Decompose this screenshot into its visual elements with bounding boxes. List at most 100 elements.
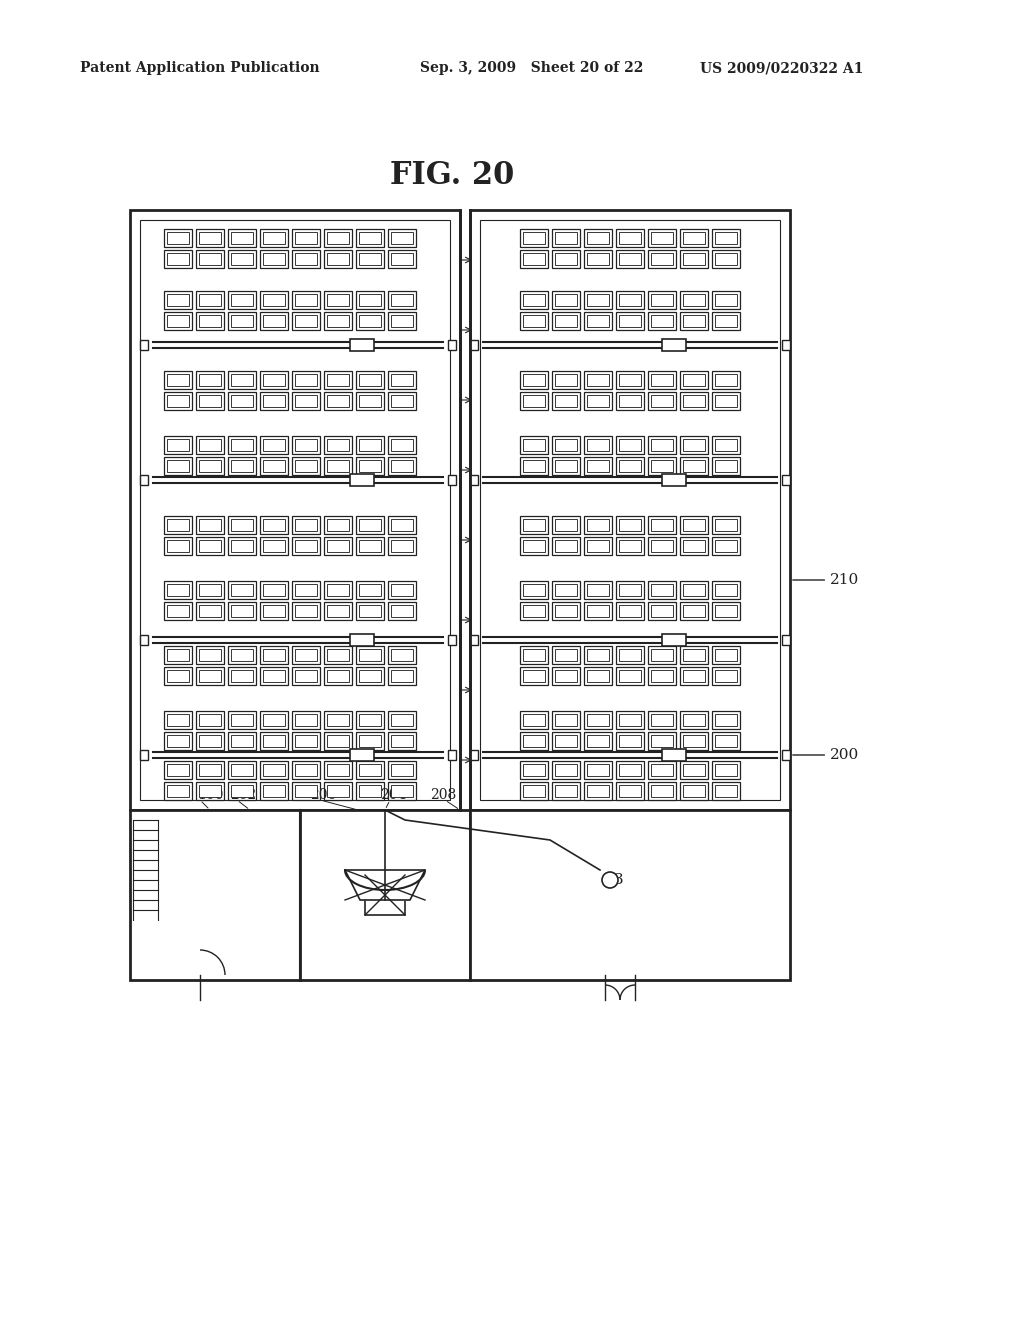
Bar [480,220,780,800]
Bar [616,228,644,247]
Bar [388,760,416,779]
Bar [199,714,221,726]
Bar [651,395,673,407]
Bar [228,249,256,268]
Bar [587,374,609,385]
Bar [587,395,609,407]
Bar [356,249,384,268]
Bar [164,667,193,685]
Bar [618,784,641,796]
Bar [663,748,686,762]
Bar [260,710,288,729]
Bar [324,436,352,454]
Bar [648,667,676,685]
Bar [523,314,545,326]
Bar [292,760,319,779]
Bar [292,731,319,750]
Bar [327,395,349,407]
Bar [228,371,256,388]
Bar [715,648,737,660]
Bar [663,634,686,645]
Text: FIG. 20: FIG. 20 [390,160,514,190]
Text: Patent Application Publication: Patent Application Publication [80,61,319,75]
Bar [356,290,384,309]
Bar [782,475,790,484]
Bar [555,293,577,305]
Bar [552,249,580,268]
Bar [584,392,612,409]
Bar [324,312,352,330]
Bar [130,810,300,979]
Bar [584,516,612,533]
Bar [263,605,285,616]
Bar [712,249,740,268]
Bar [231,763,253,776]
Bar [680,536,708,554]
Bar [260,602,288,619]
Bar [648,290,676,309]
Bar [388,536,416,554]
Bar [782,750,790,760]
Bar [167,252,189,264]
Bar [327,734,349,747]
Bar [651,438,673,450]
Bar [715,231,737,243]
Bar [359,459,381,471]
Bar [584,436,612,454]
Bar [260,290,288,309]
Bar [663,474,686,486]
Bar [520,436,548,454]
Bar [616,371,644,388]
Bar [228,667,256,685]
Bar [552,457,580,474]
Bar [231,784,253,796]
Bar [680,457,708,474]
Bar [523,763,545,776]
Bar [164,392,193,409]
Bar [616,536,644,554]
Bar [167,669,189,681]
Bar [715,374,737,385]
Bar [552,731,580,750]
Bar [260,667,288,685]
Bar [196,536,224,554]
Bar [327,583,349,595]
Bar [199,231,221,243]
Bar [618,438,641,450]
Bar [618,252,641,264]
Bar [648,516,676,533]
Bar [616,312,644,330]
Bar [618,763,641,776]
Bar [683,293,705,305]
Bar [680,228,708,247]
Bar [618,714,641,726]
Bar [196,312,224,330]
Bar [292,516,319,533]
Bar [388,645,416,664]
Bar [523,714,545,726]
Bar [164,516,193,533]
Bar [231,583,253,595]
Bar [263,784,285,796]
Bar [648,760,676,779]
Bar [552,312,580,330]
Bar [196,392,224,409]
Bar [715,395,737,407]
Bar [520,581,548,598]
Bar [196,731,224,750]
Text: 208: 208 [430,788,457,803]
Bar [470,810,790,979]
Bar [680,436,708,454]
Bar [140,341,148,350]
Bar [391,540,413,552]
Bar [292,710,319,729]
Bar [231,540,253,552]
Bar [648,249,676,268]
Bar [228,228,256,247]
Bar [587,540,609,552]
Bar [196,290,224,309]
Bar [391,395,413,407]
Bar [324,781,352,800]
Bar [231,395,253,407]
Bar [388,457,416,474]
